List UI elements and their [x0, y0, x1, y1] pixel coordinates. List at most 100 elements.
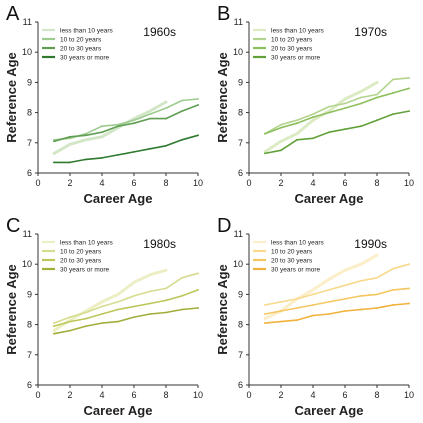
data-point	[117, 125, 119, 128]
y-tick-label: 11	[234, 229, 243, 239]
series-line-4	[53, 134, 199, 164]
data-point	[376, 293, 378, 296]
data-point	[101, 313, 103, 315]
decade-label: 1960s	[143, 25, 176, 39]
y-tick-label: 9	[27, 289, 32, 299]
data-point	[149, 110, 151, 112]
data-point	[69, 135, 71, 138]
data-point	[344, 269, 346, 272]
data-point	[149, 117, 151, 120]
data-point	[149, 290, 151, 293]
x-tick-label: 10	[404, 390, 414, 400]
x-tick-label: 2	[278, 390, 283, 400]
y-axis-label: Reference Age	[4, 52, 19, 143]
data-point	[181, 110, 183, 112]
y-axis-label: Reference Age	[215, 264, 230, 355]
data-point	[376, 81, 378, 84]
x-tick-label: 4	[99, 390, 104, 400]
data-point	[133, 119, 135, 122]
data-point	[264, 151, 266, 153]
legend-label: less than 10 years	[271, 28, 325, 35]
x-axis-label: Career Age	[295, 403, 364, 418]
data-point	[328, 110, 330, 112]
data-point	[85, 311, 87, 314]
data-point	[328, 278, 330, 281]
series-line-3	[264, 87, 410, 135]
data-point	[312, 314, 314, 317]
y-tick-label: 6	[27, 168, 32, 178]
data-point	[165, 287, 167, 290]
data-point	[360, 96, 362, 99]
data-point	[181, 276, 183, 279]
series-line-4	[264, 110, 410, 155]
data-point	[85, 325, 87, 327]
data-point	[408, 77, 410, 79]
data-point	[85, 134, 87, 137]
x-axis-label: Career Age	[295, 191, 364, 206]
data-point	[133, 305, 135, 308]
x-tick-label: 8	[163, 178, 168, 188]
series-line-2	[53, 98, 199, 141]
x-tick-label: 0	[35, 390, 40, 400]
data-point	[280, 126, 282, 129]
panel-c: C 0 2 4 6 8 10 6 7 8 9 10 11 Career Age Reference Age 1…	[4, 215, 203, 418]
data-point	[85, 158, 87, 161]
data-point	[197, 289, 199, 291]
decade-label: 1970s	[354, 25, 387, 39]
data-point	[360, 263, 362, 266]
data-point	[376, 119, 378, 122]
data-point	[312, 119, 314, 122]
data-point	[344, 310, 346, 312]
data-point	[296, 319, 298, 321]
series-line-2	[53, 272, 199, 324]
data-point	[101, 301, 103, 303]
x-tick-label: 2	[67, 390, 72, 400]
data-point	[181, 138, 183, 141]
data-point	[149, 113, 151, 115]
data-point	[264, 304, 266, 306]
data-point	[69, 319, 71, 321]
data-point	[264, 132, 266, 135]
data-point	[101, 305, 103, 308]
data-point	[53, 322, 55, 324]
y-tick-label: 10	[22, 259, 32, 269]
x-tick-label: 6	[131, 178, 136, 188]
y-tick-label: 6	[27, 380, 32, 390]
x-tick-label: 0	[246, 178, 251, 188]
legend-label: 10 to 20 years	[271, 249, 313, 256]
data-point	[264, 322, 266, 324]
data-point	[101, 125, 103, 128]
data-point	[280, 301, 282, 303]
legend-label: 30 years or more	[60, 55, 110, 62]
data-point	[53, 140, 55, 143]
x-tick-label: 4	[310, 390, 315, 400]
data-point	[117, 308, 119, 311]
data-point	[296, 122, 298, 125]
data-point	[392, 92, 394, 94]
y-tick-label: 9	[238, 77, 243, 87]
data-point	[376, 276, 378, 279]
x-tick-label: 10	[404, 178, 414, 188]
data-point	[69, 329, 71, 332]
panel-d: D 0 2 4 6 8 10 6 7 8 9 10 11 Career Age Reference Age 1…	[215, 215, 414, 418]
data-point	[101, 131, 103, 134]
data-point	[328, 301, 330, 303]
y-tick-label: 7	[238, 138, 243, 148]
data-point	[360, 102, 362, 105]
series-line-3	[53, 289, 199, 327]
data-point	[165, 269, 167, 272]
data-point	[408, 110, 410, 112]
data-point	[296, 307, 298, 309]
data-point	[392, 113, 394, 115]
y-tick-label: 9	[238, 289, 243, 299]
decade-label: 1990s	[354, 237, 387, 251]
data-point	[280, 140, 282, 143]
data-point	[280, 320, 282, 323]
y-tick-label: 8	[238, 108, 243, 118]
x-tick-label: 8	[163, 390, 168, 400]
series-line-3	[53, 104, 199, 143]
x-tick-label: 2	[278, 178, 283, 188]
data-point	[165, 101, 167, 103]
data-point	[344, 102, 346, 105]
